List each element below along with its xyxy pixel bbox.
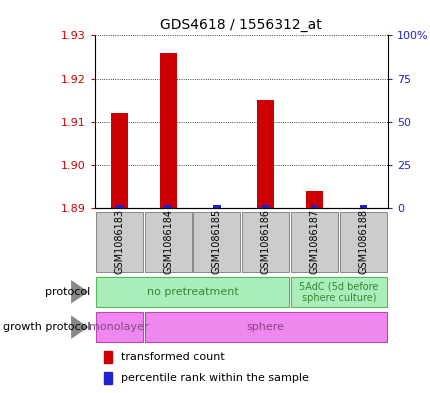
FancyBboxPatch shape (95, 312, 142, 342)
Text: GSM1086188: GSM1086188 (358, 209, 368, 274)
Text: protocol: protocol (45, 287, 90, 297)
Text: GSM1086186: GSM1086186 (260, 209, 270, 274)
Bar (103, 372, 112, 384)
Text: GSM1086185: GSM1086185 (212, 209, 221, 274)
Bar (164, 205, 172, 208)
FancyBboxPatch shape (291, 211, 337, 272)
FancyBboxPatch shape (339, 211, 386, 272)
Bar (305, 191, 322, 208)
FancyBboxPatch shape (193, 211, 240, 272)
Bar (213, 205, 220, 208)
Bar (310, 205, 317, 208)
Text: no pretreatment: no pretreatment (146, 287, 238, 297)
Text: 5AdC (5d before
sphere culture): 5AdC (5d before sphere culture) (299, 281, 378, 303)
Title: GDS4618 / 1556312_at: GDS4618 / 1556312_at (160, 18, 322, 31)
Bar (111, 113, 128, 208)
FancyBboxPatch shape (95, 211, 142, 272)
Bar (359, 205, 366, 208)
Text: GSM1086183: GSM1086183 (114, 209, 124, 274)
Text: transformed count: transformed count (121, 352, 224, 362)
Text: monolayer: monolayer (89, 322, 149, 332)
Polygon shape (71, 315, 88, 339)
Bar (261, 205, 269, 208)
Text: GSM1086187: GSM1086187 (309, 209, 319, 274)
FancyBboxPatch shape (242, 211, 289, 272)
Bar (115, 205, 123, 208)
Bar (103, 351, 112, 363)
Text: growth protocol: growth protocol (3, 322, 90, 332)
FancyBboxPatch shape (291, 277, 386, 307)
Text: sphere: sphere (246, 322, 284, 332)
FancyBboxPatch shape (144, 211, 191, 272)
Text: percentile rank within the sample: percentile rank within the sample (121, 373, 308, 383)
Bar (257, 100, 274, 208)
FancyBboxPatch shape (144, 312, 386, 342)
Polygon shape (71, 280, 88, 303)
Text: GSM1086184: GSM1086184 (163, 209, 173, 274)
Bar (159, 53, 176, 208)
FancyBboxPatch shape (95, 277, 289, 307)
